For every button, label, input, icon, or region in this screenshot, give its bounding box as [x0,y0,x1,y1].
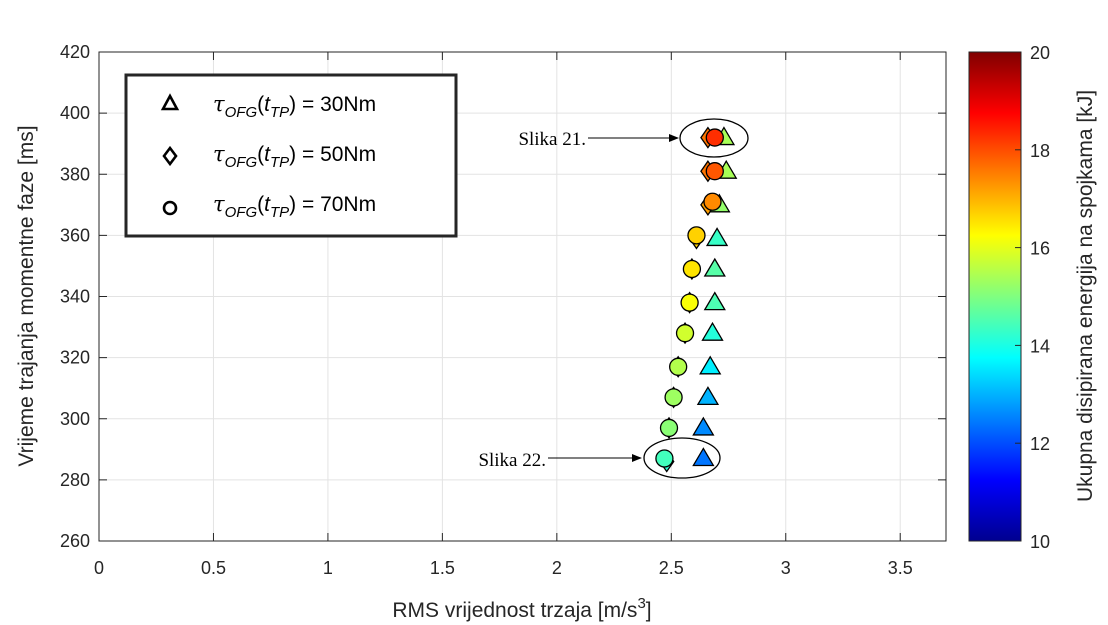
legend-item-70nm: τOFG(tTP) = 70Nm [162,192,376,221]
legend-label-50nm: τOFG(tTP) = 50Nm [213,142,376,171]
data-point-triangle [703,257,726,277]
legend-label-30nm: τOFG(tTP) = 30Nm [213,92,376,121]
legend-circle-icon [162,200,178,216]
annotation-text-21: Slika 21. [518,129,586,150]
colorbar-tick-label: 18 [1030,141,1050,161]
x-axis-label-main: RMS vrijednost trzaja [m/s [392,599,637,622]
annotation-ellipse-22 [643,437,721,479]
data-point-triangle [705,227,729,247]
x-tick-label: 3.5 [888,558,913,578]
x-tick-label: 1 [323,558,333,578]
x-tick-label: 2 [552,558,562,578]
x-axis-label: RMS vrijednost trzaja [m/s3] [392,595,651,622]
y-tick-label: 420 [60,42,90,62]
data-markers [655,126,738,473]
legend-item-50nm: τOFG(tTP) = 50Nm [162,142,376,171]
colorbar-tick-label: 14 [1030,336,1050,356]
colorbar-tick-label: 20 [1030,43,1050,63]
y-tick-label: 260 [60,531,90,551]
annotation-text-22: Slika 22. [478,450,546,471]
colorbar-tick-label: 12 [1030,434,1050,454]
x-tick-label: 0.5 [201,558,226,578]
x-tick-label: 2.5 [659,558,684,578]
data-point-triangle [703,291,726,311]
data-point-circle [659,418,679,438]
legend: τOFG(tTP) = 30Nm τOFG(tTP) = 50Nm τOFG(t… [124,73,458,238]
data-point-circle [680,293,699,312]
colorbar [968,51,1022,542]
legend-triangle-icon [160,93,180,111]
annotation-ellipse-21 [679,118,749,158]
data-point-circle [703,192,722,211]
y-tick-label: 360 [60,225,90,245]
x-axis-ticks: 0 0.5 1 1.5 2 2.5 3 3.5 [94,52,913,578]
annotation-slika-22: Slika 22. [478,437,721,479]
x-axis-label-end: ] [646,599,652,622]
y-tick-label: 400 [60,103,90,123]
y-tick-label: 320 [60,348,90,368]
legend-box [124,73,458,238]
x-axis-label-superscript: 3 [637,595,645,612]
legend-item-30nm: τOFG(tTP) = 30Nm [160,92,376,121]
colorbar-ticks: 10 12 14 16 18 20 [1015,43,1050,552]
data-point-circle [655,449,674,468]
colorbar-label: Ukupna disipirana energija na spojkama [… [1074,90,1097,502]
data-point-triangle [696,386,720,406]
data-point-circle [669,357,688,376]
data-point-triangle [701,321,724,341]
y-axis-ticks: 260 280 300 320 340 360 380 400 420 [60,42,946,551]
legend-diamond-icon [162,145,178,167]
data-point-circle [675,324,695,343]
x-tick-label: 3 [781,558,791,578]
colorbar-tick-label: 16 [1030,239,1050,259]
y-axis-label: Vrijeme trajanja momentne faze [ms] [15,125,38,466]
y-tick-label: 280 [60,470,90,490]
data-point-circle [705,162,724,181]
data-point-circle [664,388,683,407]
y-tick-label: 300 [60,409,90,429]
annotation-slika-21: Slika 21. [518,118,749,158]
y-tick-label: 340 [60,287,90,307]
x-tick-label: 0 [94,558,104,578]
data-point-circle [687,226,706,245]
data-point-circle [682,259,702,279]
data-point-triangle [699,355,722,375]
x-tick-label: 1.5 [430,558,455,578]
data-point-triangle [692,416,715,436]
colorbar-tick-label: 10 [1030,532,1050,552]
data-point-triangle [692,447,715,467]
data-point-circle [705,128,724,147]
y-tick-label: 380 [60,164,90,184]
legend-label-70nm: τOFG(tTP) = 70Nm [213,192,376,221]
